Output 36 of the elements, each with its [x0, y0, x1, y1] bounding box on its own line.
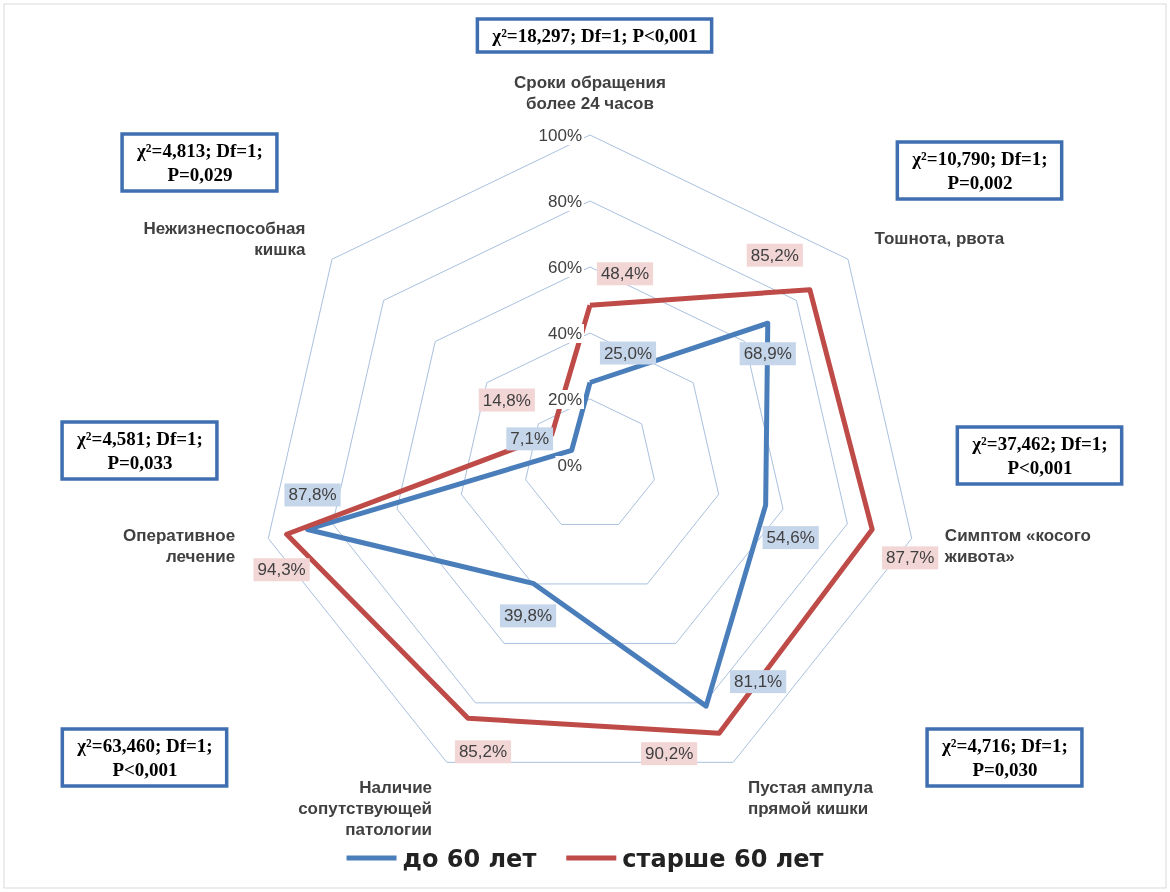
data-label: 25,0%	[603, 343, 653, 363]
text: χ²=63,460; Df=1; P<0,001	[76, 735, 213, 780]
data-label: 68,9%	[743, 344, 792, 364]
spoke-label: Сроки обращения более 24 часов	[514, 73, 666, 113]
y-tick-label: 20%	[547, 390, 582, 409]
y-tick-label: 100%	[538, 126, 582, 145]
data-label: 7,1%	[510, 429, 550, 449]
text: χ²=18,297; Df=1; P<0,001	[491, 25, 698, 46]
spoke-label: Пустая ампула прямой кишки	[747, 777, 874, 818]
data-label: 87,7%	[886, 548, 935, 568]
data-label: 48,4%	[600, 264, 650, 284]
data-label: 85,2%	[458, 742, 508, 762]
text: χ²=4,716; Df=1; P=0,030	[941, 735, 1068, 780]
y-tick-label: 60%	[547, 258, 582, 277]
data-label: 54,6%	[766, 528, 815, 548]
text: χ²=10,790; Df=1; P=0,002	[911, 148, 1048, 193]
data-label: 87,8%	[288, 485, 337, 505]
legend-label: старше 60 лет	[622, 845, 824, 873]
data-label: 85,2%	[750, 245, 799, 265]
y-tick-label: 80%	[547, 192, 582, 211]
text: χ²=4,581; Df=1; P=0,033	[76, 428, 203, 473]
data-label: 94,3%	[257, 560, 306, 580]
data-label: 39,8%	[503, 606, 553, 626]
y-tick-label: 40%	[547, 324, 582, 343]
text: χ²=37,462; Df=1; P<0,001	[971, 433, 1108, 478]
spoke-label: Симптом «косого живота»	[943, 526, 1091, 567]
data-label: 81,1%	[734, 672, 783, 692]
spoke-label: Наличие сопутствующей патологии	[298, 777, 433, 839]
y-tick-label: 0%	[557, 456, 582, 475]
spoke-label: Нежизнеспособная кишка	[143, 218, 306, 259]
legend-label: до 60 лет	[402, 845, 537, 873]
spoke-label: Тошнота, рвота	[874, 229, 1005, 249]
spoke-label: Оперативное лечение	[123, 526, 236, 567]
text: χ²=4,813; Df=1; P=0,029	[136, 140, 263, 185]
data-label: 14,8%	[482, 390, 531, 410]
data-label: 90,2%	[645, 744, 694, 764]
